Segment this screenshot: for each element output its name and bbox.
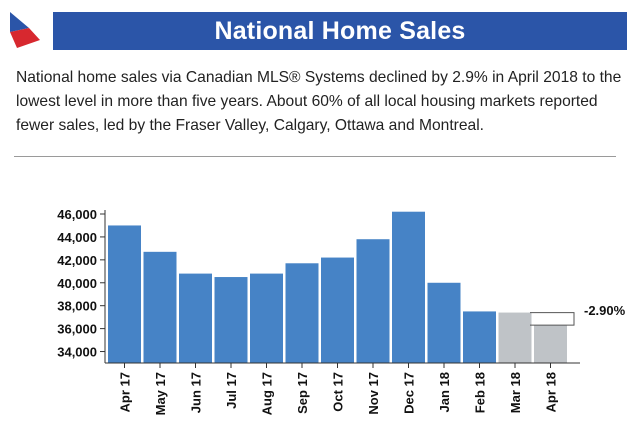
- y-tick-label: 42,000: [57, 253, 97, 268]
- x-tick-label: Aug 17: [260, 372, 275, 415]
- bar-aug-17: [250, 273, 283, 363]
- x-tick-label: Oct 17: [331, 372, 346, 412]
- y-tick-label: 38,000: [57, 299, 97, 314]
- home-sales-bar-chart: 34,000 36,000 38,000 40,000 42,000 44,000 46,0…: [57, 207, 626, 415]
- bar-jun-17: [179, 273, 212, 363]
- y-tick-label: 34,000: [57, 345, 97, 360]
- x-tick-label: Dec 17: [402, 372, 417, 414]
- annotation-bracket: [530, 312, 575, 326]
- annotation-label: -2.90%: [584, 303, 626, 318]
- bar-apr-17: [108, 225, 141, 363]
- bar-dec-17: [392, 211, 425, 363]
- divider: [14, 156, 616, 157]
- page-title-text: National Home Sales: [214, 16, 466, 45]
- x-tick-label: Apr 17: [118, 372, 133, 412]
- logo-icon: [10, 12, 40, 48]
- bar-oct-17: [321, 257, 354, 363]
- x-tick-label: Jul 17: [224, 372, 239, 409]
- x-tick-label: Jun 17: [189, 372, 204, 413]
- bar-feb-18: [463, 311, 496, 363]
- x-tick-label: Apr 18: [544, 372, 559, 412]
- bar-mar-18: [498, 312, 532, 363]
- bar-nov-17: [356, 239, 390, 363]
- page-title: National Home Sales: [53, 12, 627, 50]
- bar-jan-18: [427, 282, 461, 363]
- bar-apr-18: [534, 325, 567, 363]
- description-text: National home sales via Canadian MLS® Sy…: [16, 69, 622, 134]
- x-tick-label: Mar 18: [508, 372, 523, 413]
- y-tick-label: 44,000: [57, 230, 97, 245]
- y-tick-label: 46,000: [57, 207, 97, 222]
- y-tick-label: 40,000: [57, 276, 97, 291]
- x-tick-label: Sep 17: [295, 372, 310, 414]
- bar-jul-17: [214, 277, 248, 363]
- x-tick-label: Feb 18: [473, 372, 488, 413]
- bar-may-17: [143, 251, 177, 363]
- x-tick-label: Jan 18: [437, 372, 452, 412]
- y-tick-label: 36,000: [57, 322, 97, 337]
- x-tick-label: Nov 17: [366, 372, 381, 415]
- x-tick-label: May 17: [153, 372, 168, 415]
- bar-sep-17: [285, 263, 319, 363]
